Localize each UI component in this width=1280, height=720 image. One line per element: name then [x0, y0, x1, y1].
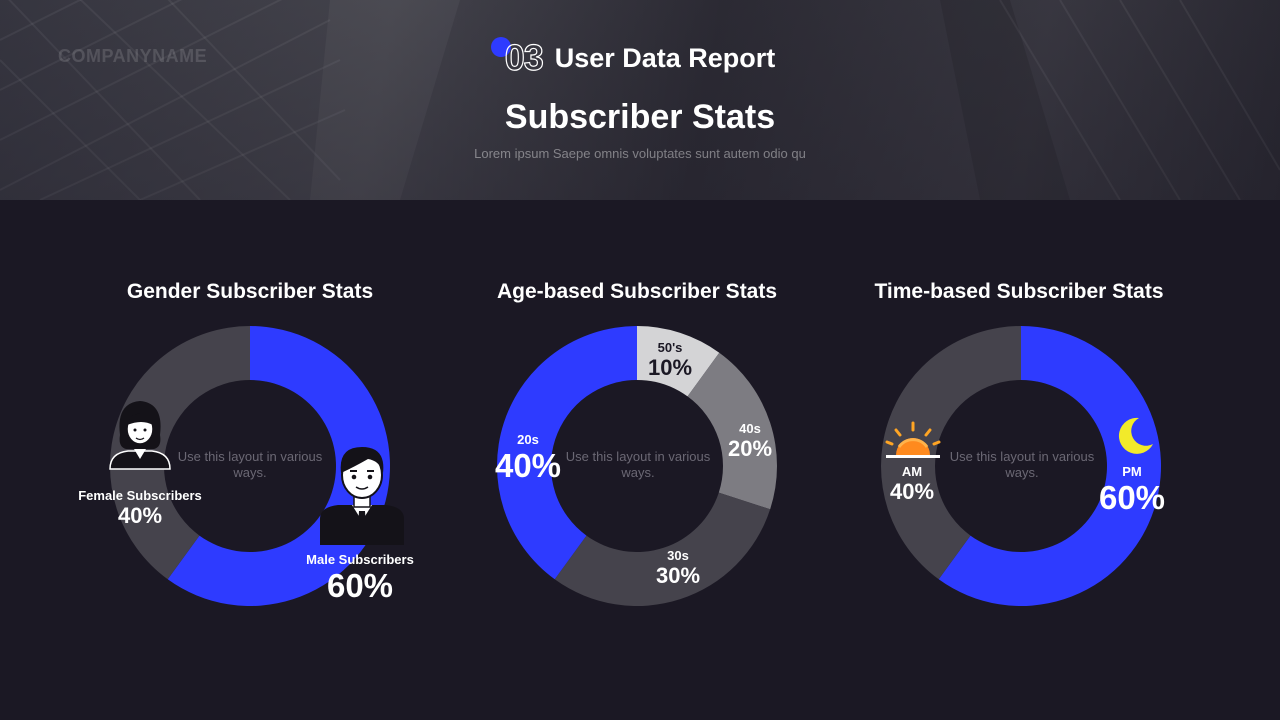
- am-slice-label: AM 40%: [877, 464, 947, 505]
- header-banner: [0, 0, 1280, 200]
- donut-slice-2-0: [938, 326, 1161, 606]
- time-donut: [881, 326, 1161, 606]
- female-category-label: Female Subscribers: [78, 488, 202, 503]
- section-dot-icon: [490, 37, 511, 57]
- moon-icon: [1118, 417, 1153, 454]
- age-40s-category: 40s: [739, 421, 761, 436]
- age-30s-category: 30s: [667, 548, 689, 563]
- male-value-label: 60%: [326, 567, 394, 604]
- am-value: 40%: [889, 479, 935, 504]
- female-user-icon: [109, 401, 171, 470]
- donut-slice-1-1: [687, 352, 777, 510]
- age-50s-label: 50's 10%: [630, 340, 710, 381]
- age-30s-label: 30s 30%: [638, 548, 718, 589]
- pm-value: 60%: [1098, 479, 1166, 516]
- age-20s-label: 20s 40%: [483, 432, 573, 485]
- age-20s-value: 40%: [494, 447, 562, 484]
- age-30s-value: 30%: [655, 563, 701, 588]
- time-center-note: Use this layout in various ways.: [949, 449, 1095, 480]
- time-chart-title: Time-based Subscriber Stats: [874, 280, 1164, 303]
- page-subtitle: Lorem ipsum Saepe omnis voluptates sunt …: [474, 146, 806, 161]
- pm-category: PM: [1122, 464, 1142, 479]
- female-slice-label: Female Subscribers 40%: [60, 488, 220, 529]
- company-name: COMPANYNAME: [58, 46, 208, 66]
- section-title: User Data Report: [554, 42, 776, 73]
- sunrise-icon: [885, 421, 941, 458]
- age-50s-category: 50's: [657, 340, 683, 355]
- gender-center-note: Use this layout in various ways.: [177, 449, 323, 480]
- am-category: AM: [901, 464, 923, 479]
- donut-slice-2-1: [881, 326, 1021, 580]
- male-category-label: Male Subscribers: [306, 552, 414, 567]
- header-shade: [0, 0, 1280, 200]
- age-40s-label: 40s 20%: [710, 421, 790, 462]
- age-50s-value: 10%: [647, 355, 693, 380]
- gender-chart-title: Gender Subscriber Stats: [126, 280, 374, 303]
- age-20s-category: 20s: [517, 432, 539, 447]
- age-40s-value: 20%: [727, 436, 773, 461]
- age-chart-title: Age-based Subscriber Stats: [496, 280, 778, 303]
- male-slice-label: Male Subscribers 60%: [280, 552, 440, 605]
- donut-slice-0-1: [110, 326, 250, 580]
- donut-slice-1-3: [497, 326, 637, 580]
- section-heading: 03 User Data Report: [0, 36, 1280, 80]
- section-number-wrap: 03: [490, 36, 544, 79]
- age-donut: [497, 326, 777, 606]
- pm-slice-label: PM 60%: [1087, 464, 1177, 517]
- female-value-label: 40%: [117, 503, 163, 528]
- section-number: 03: [504, 36, 544, 78]
- donut-slice-1-0: [637, 326, 720, 397]
- age-center-note: Use this layout in various ways.: [565, 449, 711, 480]
- male-user-icon: [320, 447, 404, 545]
- page-title: Subscriber Stats: [504, 98, 776, 136]
- building-background-graphic: [0, 0, 1280, 200]
- donut-slice-1-2: [554, 492, 771, 606]
